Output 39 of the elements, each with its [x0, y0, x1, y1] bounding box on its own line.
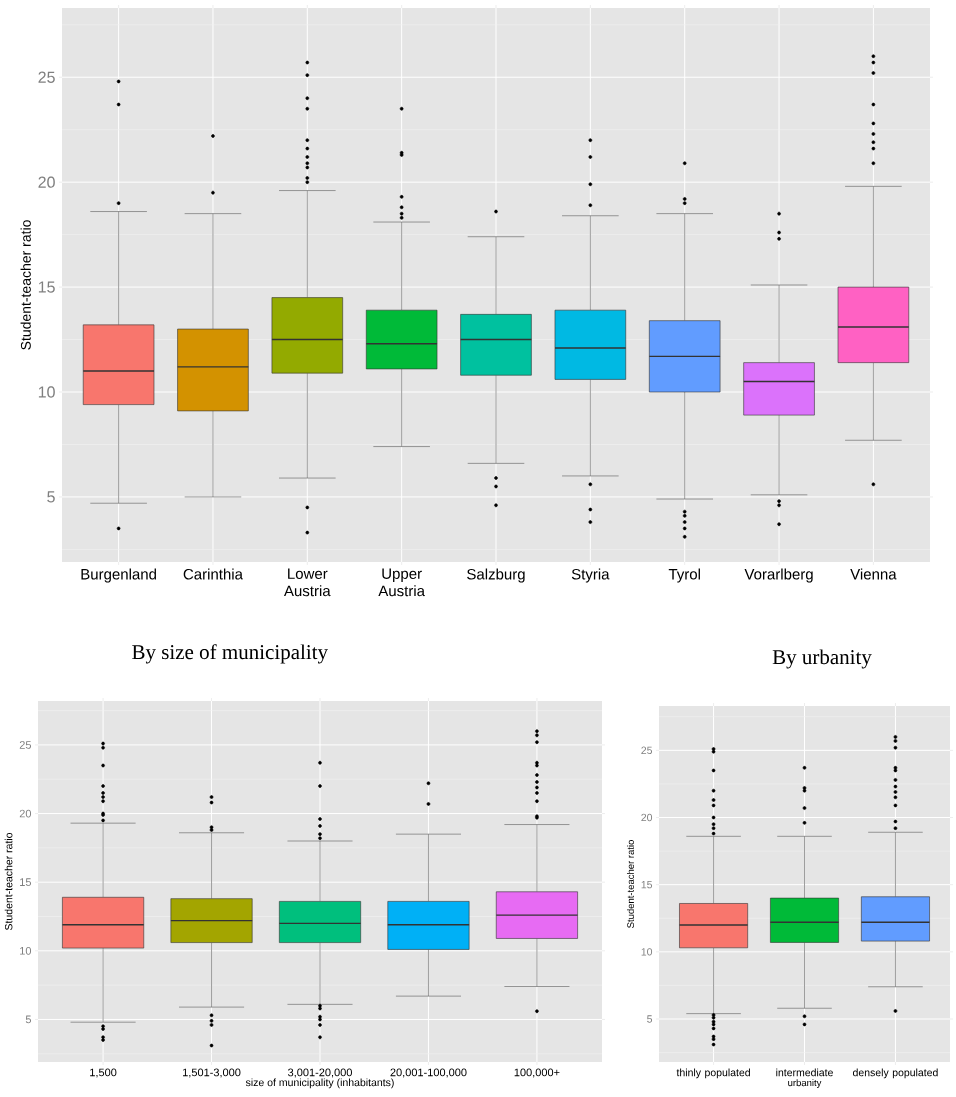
y-tick-label: 15: [641, 881, 653, 889]
y-tick-label: 20: [38, 176, 55, 188]
x-tick-label: 3,001-20,000: [288, 1068, 352, 1078]
y-tick-label: 20: [19, 809, 32, 818]
x-tick-label: Vorarlberg: [744, 568, 813, 583]
chart-title: By size of municipality: [132, 644, 328, 664]
y-tick-label: 5: [47, 491, 55, 503]
x-tick-label: Carinthia: [183, 568, 243, 580]
x-tick-label: Burgenland: [81, 568, 156, 583]
x-tick-label: densely populated: [852, 1068, 938, 1079]
chart-title: By urbanity: [772, 649, 872, 669]
y-tick-label: 10: [38, 386, 55, 398]
x-tick-label: 100,000+: [514, 1068, 560, 1078]
y-tick-label: 15: [38, 281, 55, 293]
y-tick-label: 25: [19, 741, 32, 749]
y-axis-title: Student-teacher ratio: [20, 220, 31, 350]
y-axis-title: Student-teacher ratio: [626, 840, 634, 928]
y-tick-label: 15: [20, 878, 32, 887]
x-tick-label: Salzburg: [467, 568, 525, 583]
x-tick-label: 20,001-100,000: [390, 1068, 467, 1078]
x-tick-label: Styria: [571, 568, 610, 583]
x-tick-label: 1,500: [90, 1068, 117, 1078]
x-tick-label: Vienna: [850, 568, 897, 580]
y-tick-label: 5: [25, 1015, 32, 1024]
y-axis-title: Student-teacher ratio: [4, 832, 13, 931]
x-tick-label: intermediate: [776, 1068, 833, 1077]
x-tick-label: thinly populated: [676, 1068, 750, 1079]
x-axis-title: urbanity: [788, 1079, 822, 1088]
x-tick-label: 1,501-3,000: [183, 1068, 241, 1078]
y-tick-label: 10: [641, 948, 653, 956]
y-tick-label: 20: [641, 813, 653, 822]
x-tick-label: Upper Austria: [378, 568, 425, 597]
y-tick-label: 10: [20, 946, 32, 955]
y-tick-label: 25: [38, 71, 55, 83]
x-tick-label: Lower Austria: [283, 568, 331, 597]
y-tick-label: 25: [641, 746, 653, 755]
y-tick-label: 5: [647, 1015, 653, 1023]
x-axis-title: size of municipality (inhabitants): [245, 1078, 394, 1089]
x-tick-label: Tyrol: [668, 568, 700, 583]
